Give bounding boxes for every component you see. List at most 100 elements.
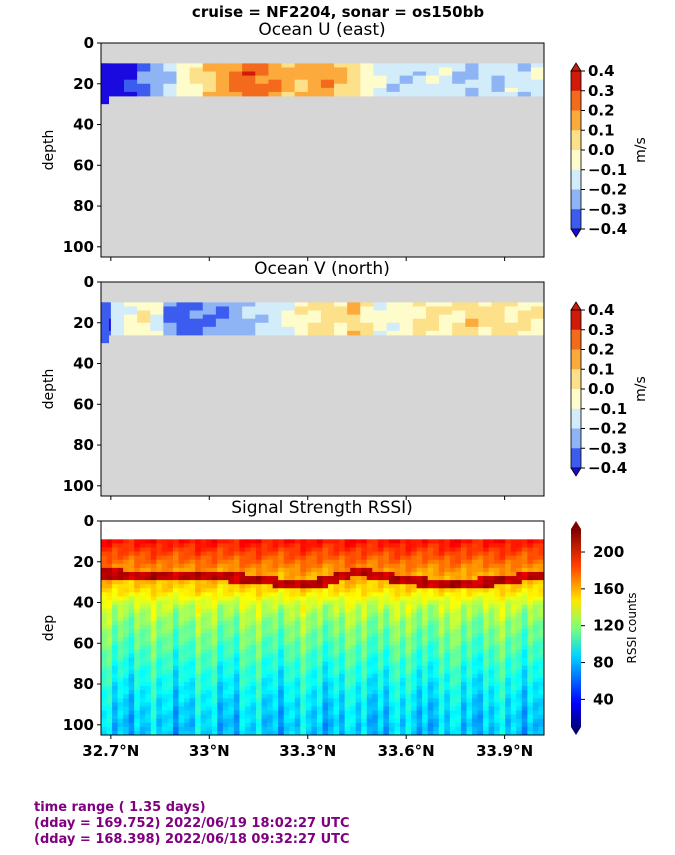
- heatmap-cell: [347, 67, 361, 72]
- heatmap-cell: [267, 661, 274, 667]
- heatmap-cell: [355, 596, 362, 601]
- heatmap-cell: [372, 600, 379, 606]
- heatmap-cell: [206, 637, 213, 642]
- heatmap-cell: [412, 79, 427, 85]
- heatmap-cell: [267, 698, 274, 703]
- heatmap-cell: [117, 580, 124, 585]
- heatmap-cell: [373, 67, 387, 72]
- colorbar-segment: [571, 408, 581, 429]
- heatmap-cell: [510, 608, 517, 614]
- heatmap-cell: [411, 726, 418, 732]
- heatmap-cell: [211, 559, 218, 565]
- heatmap-cell: [134, 600, 141, 606]
- heatmap-cell: [156, 653, 163, 659]
- heatmap-cell: [278, 592, 285, 597]
- heatmap-cell: [239, 657, 246, 663]
- heatmap-cell: [150, 559, 157, 565]
- heatmap-cell: [460, 624, 467, 630]
- heatmap-cell: [499, 576, 506, 581]
- heatmap-cell: [139, 620, 146, 626]
- heatmap-cell: [505, 547, 512, 553]
- heatmap-cell: [322, 571, 329, 577]
- heatmap-cell: [444, 612, 451, 618]
- heatmap-cell: [161, 563, 168, 569]
- heatmap-cell: [377, 555, 384, 561]
- heatmap-cell: [222, 580, 229, 585]
- heatmap-cell: [355, 730, 362, 736]
- heatmap-cell: [460, 620, 467, 626]
- heatmap-cell: [538, 669, 545, 675]
- heatmap-cell: [521, 669, 528, 675]
- heatmap-cell: [477, 686, 484, 691]
- heatmap-cell: [134, 592, 141, 597]
- heatmap-cell: [532, 706, 539, 712]
- heatmap-cell: [472, 608, 479, 614]
- heatmap-cell: [281, 91, 295, 97]
- heatmap-cell: [530, 71, 545, 77]
- heatmap-cell: [215, 306, 230, 311]
- heatmap-cell: [112, 686, 119, 691]
- heatmap-cell: [305, 730, 312, 736]
- heatmap-cell: [261, 637, 268, 642]
- heatmap-cell: [294, 726, 301, 732]
- heatmap-cell: [267, 714, 274, 720]
- heatmap-cell: [405, 722, 412, 728]
- heatmap-cell: [289, 624, 296, 630]
- heatmap-cell: [124, 75, 138, 81]
- heatmap-cell: [256, 698, 263, 703]
- heatmap-cell: [128, 624, 135, 630]
- heatmap-cell: [411, 620, 418, 626]
- heatmap-cell: [272, 641, 279, 646]
- heatmap-cell: [372, 730, 379, 736]
- heatmap-cell: [494, 710, 501, 716]
- heatmap-cell: [161, 580, 168, 585]
- heatmap-cell: [416, 661, 423, 667]
- heatmap-cell: [172, 555, 180, 561]
- heatmap-cell: [117, 665, 124, 671]
- heatmap-cell: [156, 543, 163, 548]
- heatmap-cell: [449, 718, 456, 724]
- heatmap-cell: [161, 592, 168, 597]
- heatmap-cell: [472, 543, 479, 548]
- heatmap-cell: [228, 722, 235, 728]
- heatmap-cell: [505, 633, 512, 638]
- heatmap-cell: [200, 612, 207, 618]
- heatmap-cell: [222, 633, 229, 638]
- heatmap-cell: [455, 637, 462, 642]
- heatmap-cell: [311, 706, 318, 712]
- heatmap-cell: [150, 330, 164, 336]
- heatmap-cell: [416, 710, 423, 716]
- heatmap-cell: [278, 576, 285, 581]
- heatmap-cell: [178, 592, 185, 597]
- heatmap-cell: [383, 673, 390, 679]
- heatmap-cell: [488, 555, 495, 561]
- heatmap-cell: [411, 543, 418, 548]
- heatmap-cell: [184, 686, 191, 691]
- heatmap-cell: [206, 633, 213, 638]
- heatmap-cell: [344, 686, 351, 691]
- heatmap-cell: [505, 649, 512, 654]
- heatmap-cell: [460, 657, 467, 663]
- heatmap-cell: [388, 547, 395, 553]
- heatmap-cell: [510, 649, 517, 654]
- heatmap-cell: [283, 677, 290, 683]
- heatmap-cell: [222, 677, 229, 683]
- heatmap-cell: [433, 612, 440, 618]
- heatmap-cell: [449, 686, 456, 691]
- heatmap-cell: [139, 698, 146, 703]
- heatmap-cell: [172, 633, 180, 638]
- heatmap-cell: [294, 698, 301, 703]
- heatmap-cell: [527, 706, 534, 712]
- heatmap-cell: [527, 682, 534, 687]
- heatmap-cell: [250, 629, 257, 634]
- heatmap-cell: [339, 551, 346, 557]
- heatmap-cell: [244, 673, 252, 679]
- heatmap-cell: [328, 596, 335, 601]
- heatmap-cell: [422, 698, 429, 703]
- heatmap-cell: [411, 616, 418, 622]
- heatmap-cell: [156, 547, 163, 553]
- heatmap-cell: [460, 633, 467, 638]
- heatmap-cell: [466, 600, 473, 606]
- heatmap-cell: [488, 657, 495, 663]
- heatmap-cell: [106, 698, 113, 703]
